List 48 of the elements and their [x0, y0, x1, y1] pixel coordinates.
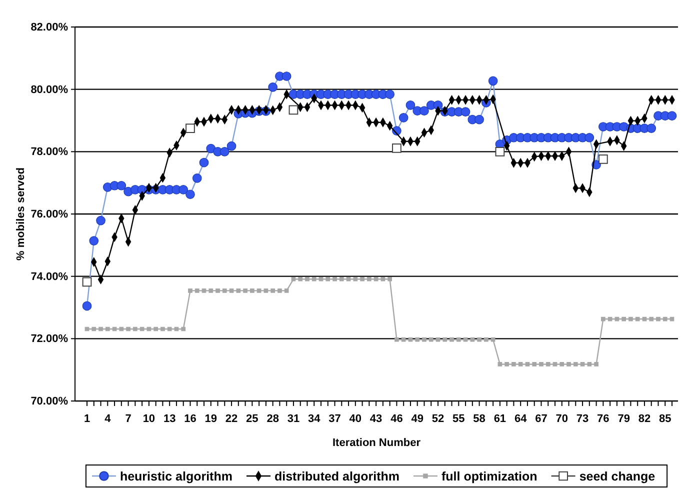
- x-tick-label: 16: [184, 413, 196, 426]
- x-tick-label: 37: [328, 413, 341, 426]
- x-tick-label: 73: [576, 413, 589, 426]
- x-tick-label: 67: [535, 413, 548, 426]
- x-tick-label: 4: [104, 413, 112, 426]
- y-axis-title: % mobiles served: [15, 168, 27, 260]
- point: [288, 105, 298, 115]
- point: [598, 154, 608, 164]
- x-tick-label: 43: [370, 413, 382, 426]
- x-tick-label: 64: [514, 413, 528, 426]
- x-tick-label: 28: [266, 413, 279, 426]
- x-tick-label: 85: [658, 413, 672, 426]
- x-tick-label: 52: [432, 413, 444, 426]
- point: [495, 146, 505, 156]
- x-tick-label: 13: [163, 413, 176, 426]
- x-tick-label: 82: [638, 413, 651, 426]
- x-tick-label: 1: [84, 413, 90, 426]
- x-tick-label: 34: [308, 413, 322, 426]
- y-tick-label: 76.00%: [30, 208, 68, 221]
- legend-label: distributed algorithm: [274, 469, 400, 484]
- x-tick-label: 70: [556, 413, 568, 426]
- x-tick-label: 10: [142, 413, 156, 426]
- y-tick-label: 72.00%: [30, 333, 68, 346]
- x-tick-label: 25: [246, 413, 258, 426]
- x-tick-label: 40: [349, 413, 362, 426]
- legend-label: heuristic algorithm: [120, 469, 232, 484]
- x-tick-label: 55: [452, 413, 465, 426]
- point: [186, 124, 195, 133]
- x-tick-label: 7: [125, 413, 132, 426]
- x-tick-label: 76: [597, 413, 610, 426]
- x-tick-label: 49: [411, 413, 424, 426]
- y-tick-label: 80.00%: [30, 84, 68, 96]
- y-tick-label: 82.00%: [30, 22, 68, 34]
- y-tick-label: 70.00%: [30, 396, 68, 408]
- x-tick-label: 61: [494, 413, 506, 426]
- y-tick-label: 74.00%: [30, 270, 68, 283]
- y-tick-label: 78.00%: [30, 146, 68, 158]
- legend-label: seed change: [579, 469, 656, 484]
- x-axis-title: Iteration Number: [332, 437, 422, 449]
- x-tick-label: 19: [204, 413, 218, 426]
- legend-label: full optimization: [441, 469, 538, 484]
- x-tick-label: 58: [473, 413, 486, 426]
- x-tick-label: 46: [390, 413, 403, 426]
- point: [392, 144, 402, 153]
- point: [82, 277, 92, 287]
- x-tick-label: 79: [618, 413, 630, 426]
- x-tick-label: 22: [225, 413, 238, 426]
- x-tick-label: 31: [287, 413, 300, 426]
